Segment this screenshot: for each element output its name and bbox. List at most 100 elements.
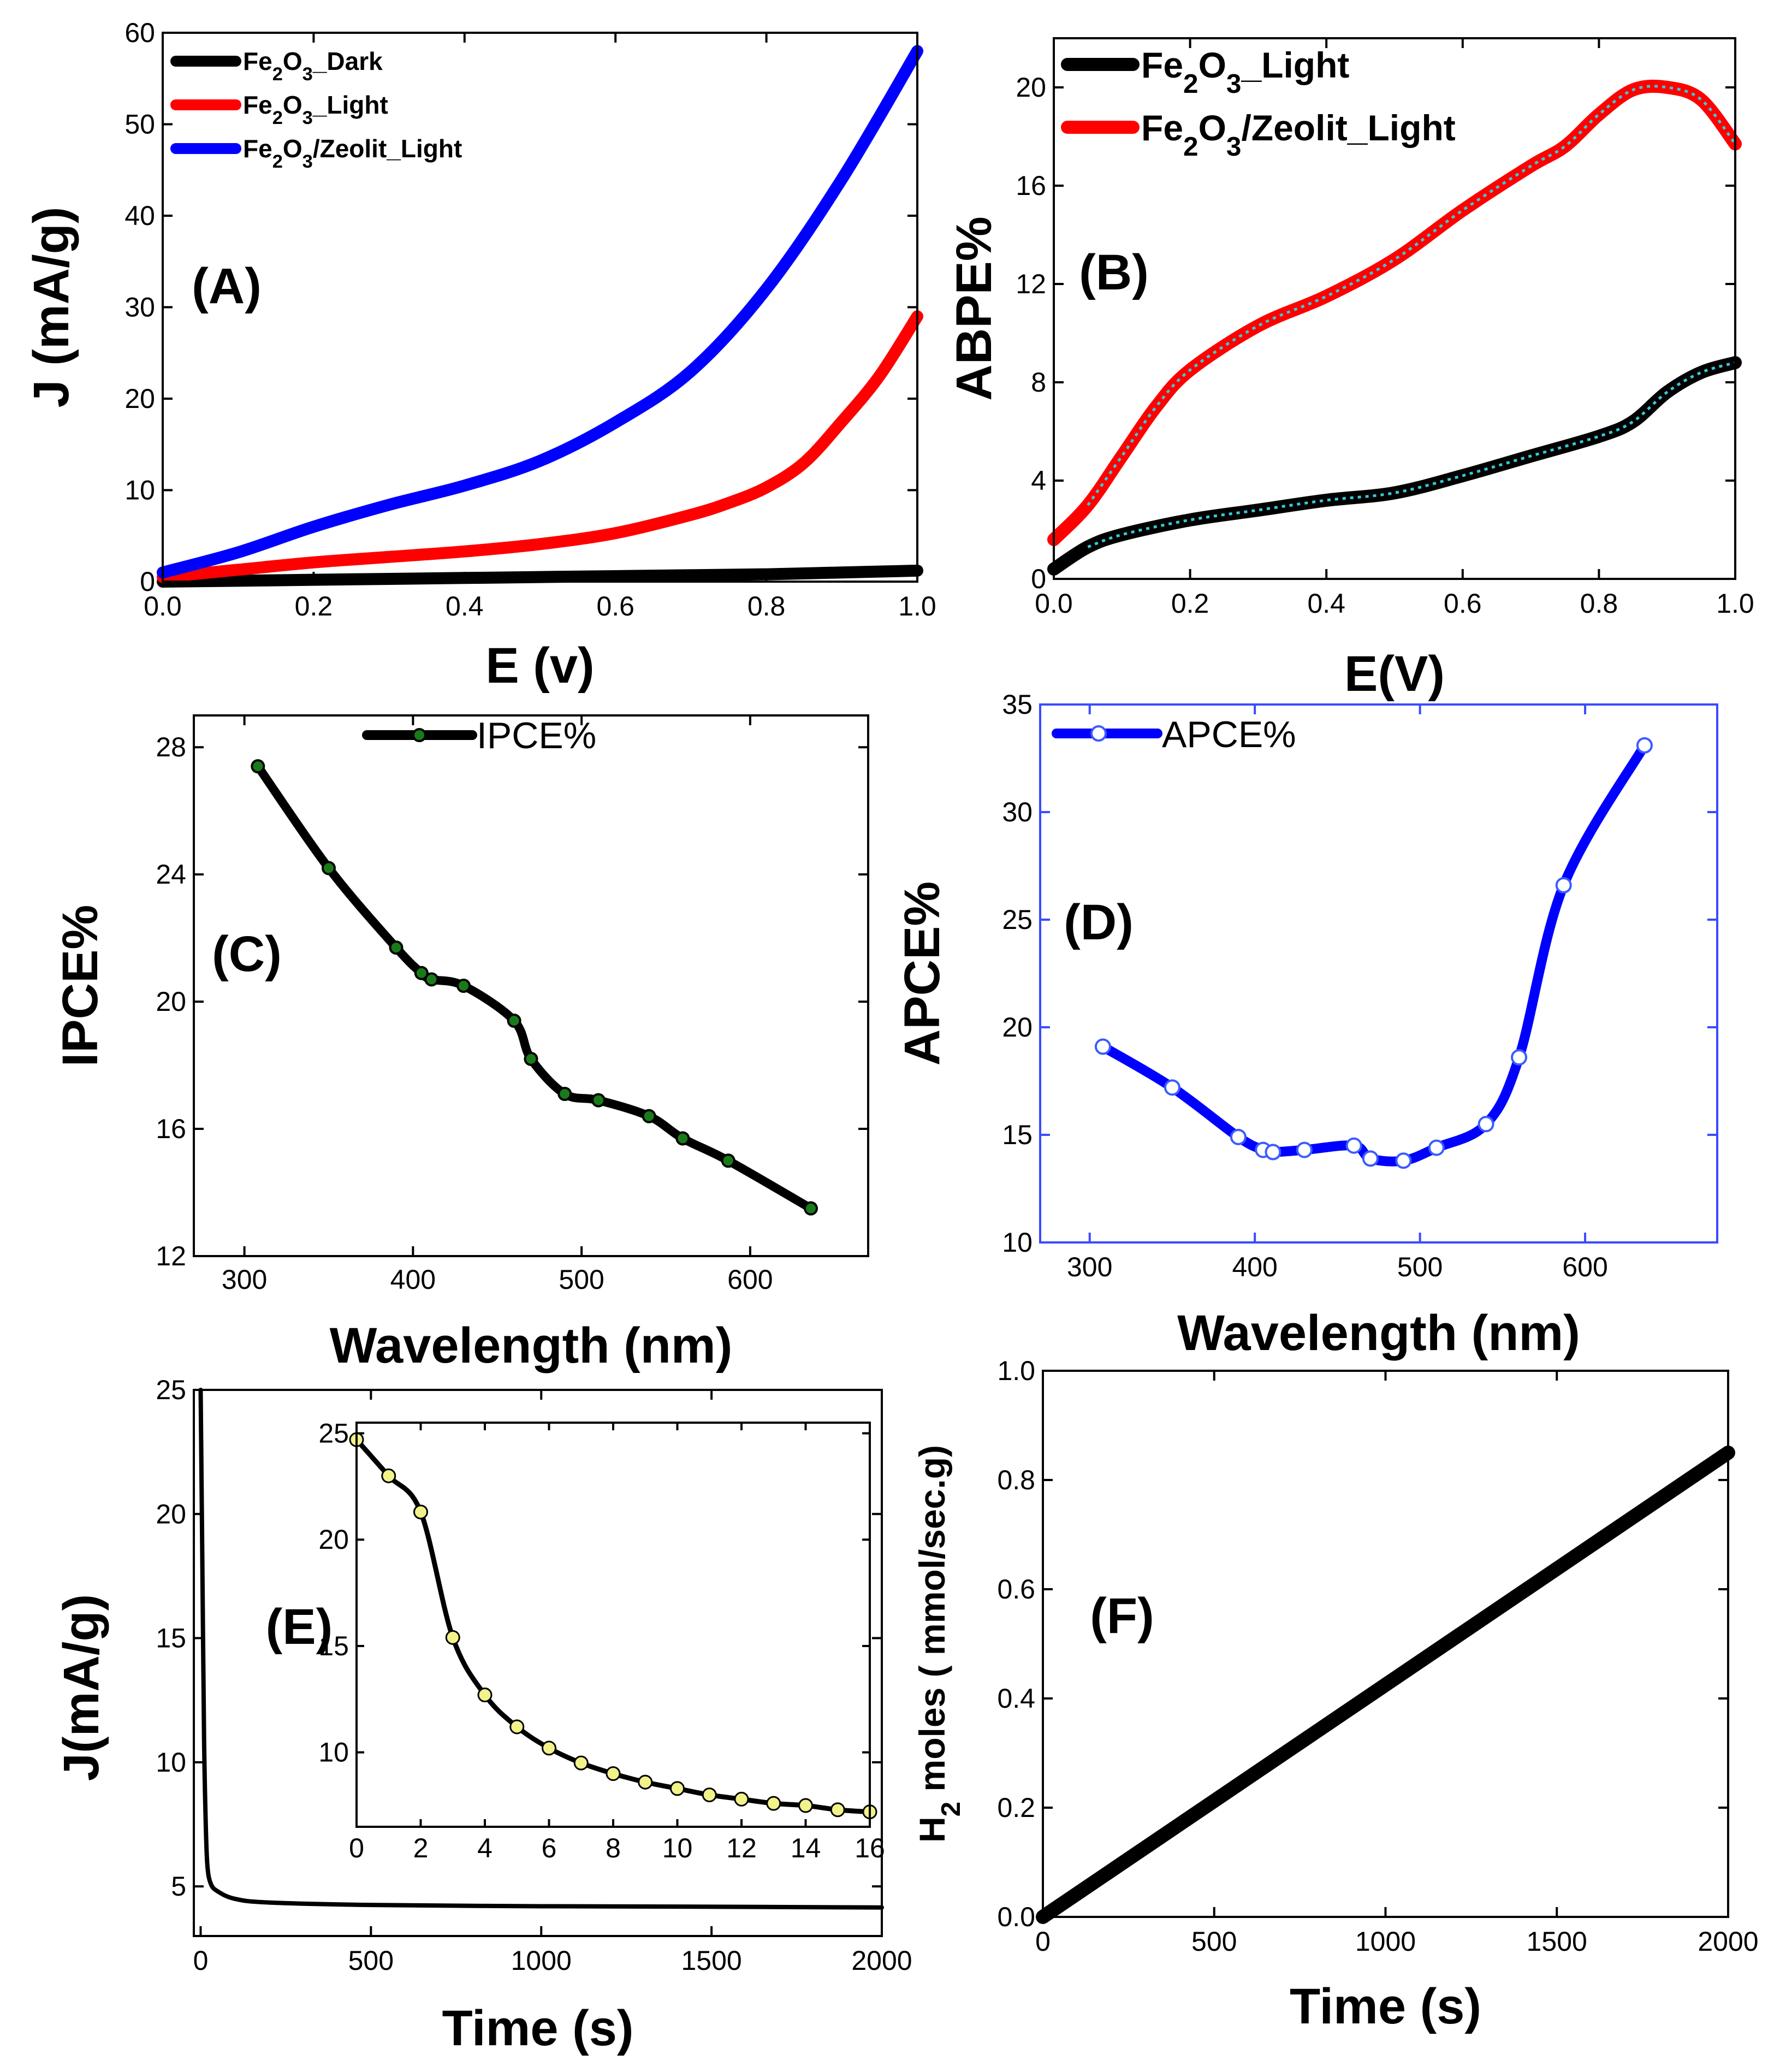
inset-data-point [606, 1766, 621, 1781]
y-tick-label: 12 [156, 1241, 186, 1271]
x-axis-title: Wavelength (nm) [1177, 1305, 1580, 1361]
inset: 0 2 4 6 8 10 12 14 16 10 15 20 25 [318, 1418, 885, 1863]
panel-b: 0.0 0.2 0.4 0.6 0.8 1.0 0 4 8 12 16 20 E(V) ABPE% (B) F… [946, 37, 1754, 702]
x-tick-label: 600 [1562, 1252, 1607, 1282]
y-tick-label: 20 [156, 1499, 186, 1529]
x-tick-label: 0.0 [1035, 588, 1073, 619]
y-axis-title: IPCE% [52, 905, 108, 1067]
inset-background [357, 1423, 870, 1827]
y-tick-label: 20 [1002, 1012, 1033, 1043]
y-tick-label: 25 [1002, 904, 1033, 935]
data-point [1362, 1150, 1379, 1167]
y-tick-label: 20 [318, 1524, 349, 1555]
data-point [1428, 1139, 1445, 1156]
data-point [1094, 1038, 1111, 1055]
panel-label: (F) [1090, 1588, 1154, 1644]
data-point [675, 1131, 690, 1146]
y-tick-label: 8 [1031, 367, 1046, 398]
x-tick-label: 0.4 [1307, 588, 1345, 619]
x-tick-label: 0.8 [747, 591, 786, 621]
x-tick-label: 500 [348, 1945, 394, 1976]
series-line-1 [157, 564, 923, 588]
y-tick-label: 30 [124, 292, 155, 323]
series-line-3 [157, 45, 923, 579]
y-tick-label: 40 [124, 200, 155, 231]
y-tick-label: 0.8 [997, 1465, 1035, 1495]
legend-label: APCE% [1162, 714, 1296, 755]
x-tick-label: 0.6 [596, 591, 634, 621]
x-tick-label: 2 [413, 1833, 429, 1863]
x-tick-label: 500 [1191, 1926, 1237, 1957]
panel-a: 0.0 0.2 0.4 0.6 0.8 1.0 0 10 20 30 40 50 60 E (v) J (m… [23, 17, 936, 694]
series-line [1097, 740, 1650, 1167]
x-tick-label: 0.2 [295, 591, 333, 621]
y-axis-title: ABPE% [946, 216, 1002, 400]
y-tick-label: 0.6 [997, 1574, 1035, 1605]
legend-label: IPCE% [477, 715, 596, 756]
x-tick-label: 0 [193, 1945, 209, 1976]
x-tick-label: 600 [727, 1264, 773, 1295]
data-point [1555, 877, 1572, 893]
x-tick-label: 1500 [1527, 1926, 1587, 1957]
data-point [1230, 1128, 1247, 1145]
panel-label: (C) [212, 926, 282, 982]
x-tick-label: 0.4 [446, 591, 484, 621]
y-tick-label: 0.2 [997, 1792, 1035, 1823]
x-tick-label: 6 [542, 1833, 557, 1863]
y-tick-label: 12 [1016, 269, 1046, 299]
y-axis-title: J (mA/g) [23, 207, 79, 408]
data-point [557, 1087, 572, 1101]
legend-marker [1090, 725, 1107, 742]
inset-data-point [766, 1796, 781, 1811]
y-tick-label: 0.4 [997, 1683, 1035, 1714]
x-axis-title: E(V) [1344, 646, 1445, 702]
y-tick-label: 0 [140, 566, 155, 597]
x-axis-title: Wavelength (nm) [330, 1318, 733, 1374]
x-tick-label: 0.0 [144, 591, 182, 621]
x-axis-title: Time (s) [442, 2000, 633, 2056]
data-point [507, 1014, 521, 1028]
x-tick-label: 1.0 [898, 591, 936, 621]
x-tick-label: 400 [1232, 1252, 1277, 1282]
y-tick-label: 10 [124, 475, 155, 506]
y-tick-label: 15 [156, 1623, 186, 1654]
x-tick-label: 0 [1035, 1926, 1051, 1957]
panel-label: (A) [192, 258, 262, 314]
y-tick-label: 20 [156, 986, 186, 1017]
y-tick-label: 60 [124, 17, 155, 48]
plot-frame [1053, 37, 1736, 580]
legend-label-1: Fe2O3_Light [1141, 45, 1349, 99]
data-point [1511, 1049, 1528, 1066]
y-tick-label: 0 [1031, 564, 1046, 594]
y-tick-label: 28 [156, 732, 186, 762]
panel-label: (B) [1079, 245, 1149, 300]
plot-frame [193, 1389, 883, 1937]
x-tick-label: 12 [726, 1833, 757, 1863]
panel-d: 300 400 500 600 10 15 20 25 30 35 Wavelength (nm) A… [894, 689, 1718, 1361]
data-point [456, 979, 471, 993]
y-axis-title: H2 moles ( mmol/sec.g) [912, 1445, 966, 1843]
data-point [414, 966, 429, 980]
y-tick-label: 20 [1016, 72, 1046, 103]
inset-data-point [509, 1719, 525, 1734]
x-tick-label: 4 [477, 1833, 493, 1863]
inset-data-point [573, 1755, 589, 1771]
y-axis-title: J(mA/g) [54, 1594, 109, 1781]
inset-data-point [413, 1505, 428, 1520]
series-line-2 [157, 310, 923, 583]
plot-frame [193, 714, 869, 1257]
panel-label: (E) [266, 1599, 333, 1655]
data-point [389, 940, 404, 955]
x-tick-label: 0.6 [1444, 588, 1482, 619]
data-point [1478, 1116, 1494, 1133]
legend: IPCE% [362, 715, 596, 756]
x-tick-label: 300 [1067, 1252, 1112, 1282]
y-tick-label: 50 [124, 109, 155, 140]
x-tick-label: 8 [606, 1833, 621, 1863]
inset-data-point [702, 1787, 717, 1803]
y-tick-label: 4 [1031, 465, 1046, 496]
y-tick-label: 30 [1002, 797, 1033, 827]
y-tick-label: 15 [1002, 1120, 1033, 1150]
data-point [1296, 1141, 1313, 1158]
